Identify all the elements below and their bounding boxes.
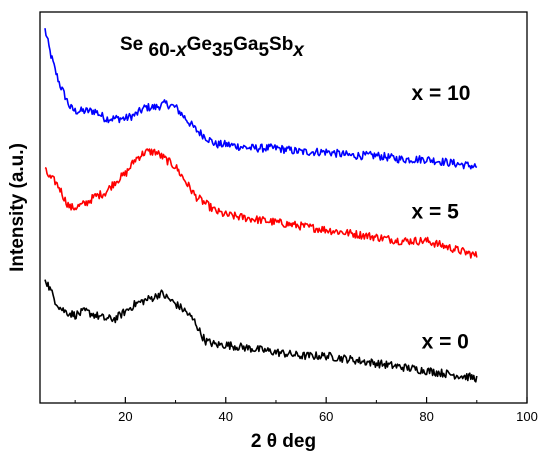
series-label-3: x = 0 — [422, 330, 469, 353]
x-axis-label: 2 θ deg — [251, 431, 316, 452]
x-tick-label: 40 — [219, 409, 233, 424]
series-label-2: x = 5 — [412, 201, 460, 224]
title-part: 5 — [258, 40, 269, 61]
chart-title-text: Se 60-xGe35Ga5Sbx — [120, 34, 305, 61]
x-tick-label: 100 — [516, 409, 538, 424]
series-line-1 — [44, 28, 478, 170]
title-part: Ga — [233, 34, 259, 55]
x-tick-label: 20 — [118, 409, 132, 424]
title-part: Se — [120, 34, 149, 55]
series-labels: x = 10 x = 5 x = 0 — [412, 82, 471, 354]
x-axis-ticks: 20 40 60 80 100 — [74, 397, 538, 424]
title-part: 35 — [212, 40, 234, 61]
series-lines — [44, 28, 478, 383]
chart-title: Se 60-xGe35Ga5Sbx — [120, 34, 305, 61]
x-tick-label: 80 — [419, 409, 433, 424]
series-label-1: x = 10 — [412, 82, 471, 105]
title-part: 60- — [149, 40, 176, 61]
title-part: x — [292, 40, 305, 61]
x-tick-label: 60 — [319, 409, 333, 424]
y-axis-label: Intensity (a.u.) — [7, 143, 28, 272]
plot-frame — [39, 11, 528, 404]
series-line-2 — [44, 148, 478, 259]
title-part: Ge — [187, 34, 212, 55]
title-part: x — [175, 40, 188, 61]
series-line-3 — [44, 279, 478, 383]
title-part: Sb — [269, 34, 293, 55]
